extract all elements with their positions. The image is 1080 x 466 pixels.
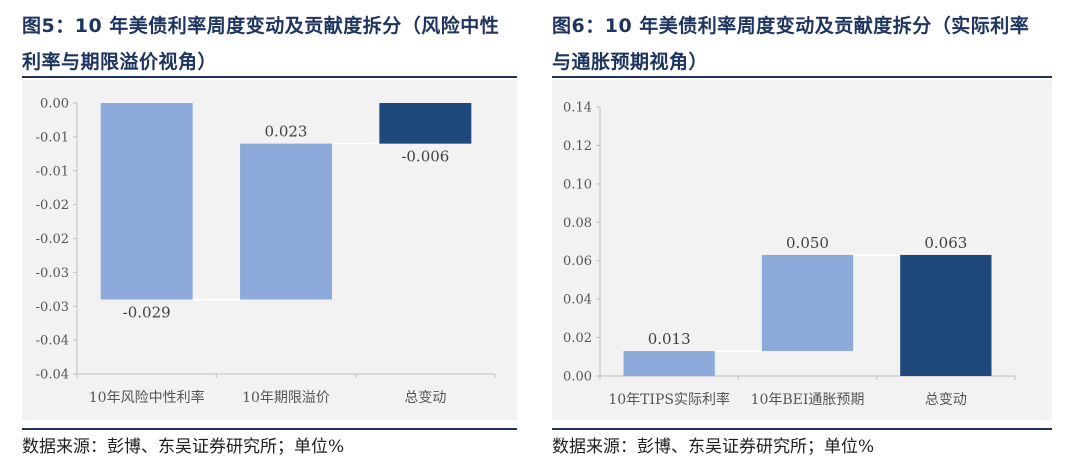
source-note-left: 数据来源：彭博、东吴证券研究所；单位% (22, 437, 345, 457)
x-category-label: 10年期限溢价 (242, 390, 330, 406)
waterfall-chart-right: 0.00 0.02 0.04 0.06 0.08 0.10 0.12 0.14 0.013 10年… (563, 101, 1016, 408)
y-tick-label: 0.00 (40, 97, 69, 112)
x-category-label: 10年TIPS实际利率 (608, 391, 730, 408)
source-rule-left (22, 428, 517, 430)
data-label: 0.023 (265, 123, 308, 141)
y-tick-label: -0.02 (36, 198, 69, 213)
data-label: 0.013 (648, 330, 691, 348)
bar-component (240, 143, 332, 300)
y-tick-label: 0.06 (563, 254, 592, 269)
x-category-label: 总变动 (925, 392, 967, 408)
y-tick-label: 0.14 (563, 101, 592, 116)
y-tick-label: 0.04 (563, 293, 592, 308)
y-tick-label: 0.08 (563, 216, 592, 231)
y-tick-label: 0.00 (563, 370, 592, 385)
y-tick-label: -0.02 (36, 232, 69, 247)
data-label: -0.006 (401, 148, 449, 166)
y-tick-label: -0.01 (36, 164, 69, 179)
y-tick-label: 0.10 (563, 177, 592, 192)
bar-component (623, 351, 715, 376)
bar-total (900, 254, 992, 376)
x-category-label: 10年BEI通胀预期 (751, 392, 865, 408)
y-tick-label: -0.03 (36, 266, 69, 281)
x-category-label: 10年风险中性利率 (89, 389, 205, 406)
figure-title-left: 图5：10 年美债利率周度变动及贡献度拆分（风险中性利率与期限溢价视角） (22, 15, 500, 73)
y-tick-label: -0.04 (36, 334, 69, 349)
right-panel: 图6：10 年美债利率周度变动及贡献度拆分（实际利率与通胀预期视角） 0.00 0… (548, 0, 1078, 466)
y-tick-label: -0.01 (36, 130, 69, 145)
data-label: -0.029 (123, 303, 171, 321)
bar-component (100, 103, 193, 300)
y-tick-label: -0.04 (36, 368, 69, 383)
y-tick-label: -0.03 (36, 300, 69, 315)
y-tick-label: 0.02 (563, 331, 592, 346)
figure-title-right: 图6：10 年美债利率周度变动及贡献度拆分（实际利率与通胀预期视角） (552, 15, 1030, 73)
bar-total (379, 103, 472, 144)
left-panel: 图5：10 年美债利率周度变动及贡献度拆分（风险中性利率与期限溢价视角） 0.0… (0, 0, 530, 466)
x-category-label: 总变动 (404, 390, 446, 406)
source-rule-right (552, 428, 1052, 430)
data-label: 0.050 (786, 234, 829, 252)
title-rule-left (22, 76, 517, 78)
y-tick-label: 0.12 (563, 139, 592, 154)
waterfall-chart-left: 0.00 -0.01 -0.01 -0.02 -0.02 -0.03 -0.03 -0.04 -… (36, 97, 496, 406)
source-note-right: 数据来源：彭博、东吴证券研究所；单位% (552, 437, 875, 457)
title-rule-right (552, 76, 1052, 78)
data-label: 0.063 (924, 234, 967, 252)
bar-component (761, 254, 854, 352)
